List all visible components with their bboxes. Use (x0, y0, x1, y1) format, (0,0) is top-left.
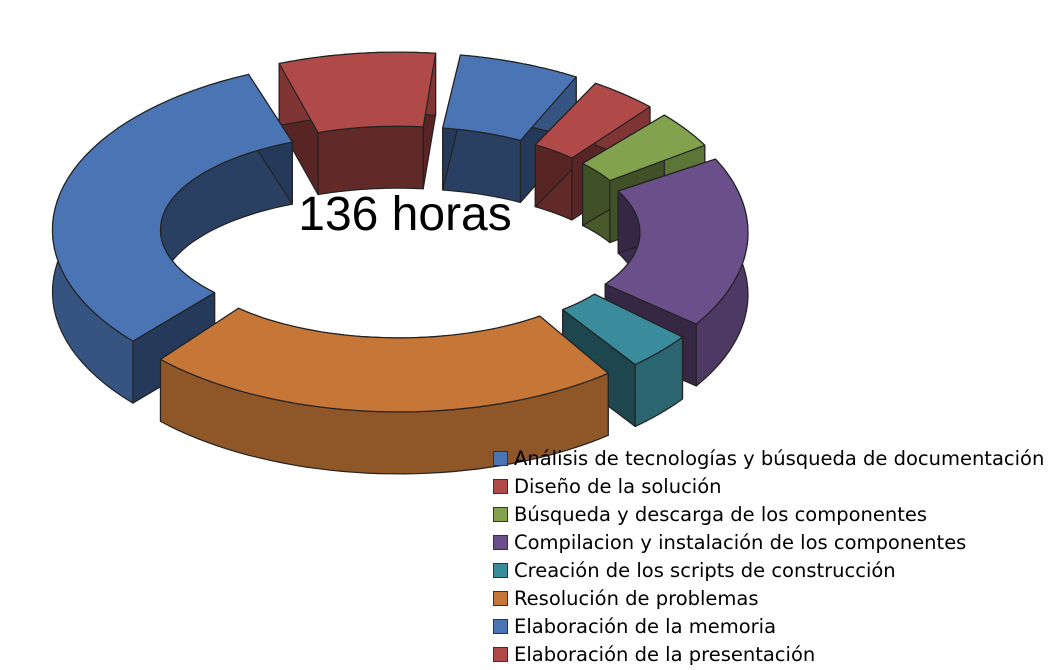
legend-label: Diseño de la solución (514, 474, 722, 498)
legend-item: Compilacion y instalación de los compone… (493, 528, 1044, 556)
legend-item: Diseño de la solución (493, 472, 1044, 500)
slice-top-face (51, 73, 293, 342)
legend-item: Búsqueda y descarga de los componentes (493, 500, 1044, 528)
legend-label: Resolución de problemas (514, 586, 759, 610)
donut-slice (278, 51, 437, 196)
legend-swatch (493, 450, 508, 466)
legend-item: Elaboración de la presentación (493, 640, 1044, 668)
donut-slices (51, 51, 749, 475)
legend-label: Elaboración de la presentación (514, 642, 816, 666)
legend-swatch (493, 506, 508, 522)
slice-top-face (442, 54, 577, 141)
center-total-label: 136 horas (298, 188, 512, 241)
legend-label: Creación de los scripts de construcción (514, 558, 896, 582)
donut-slice (51, 73, 293, 404)
donut-slice (159, 307, 609, 475)
slice-inner-wall (317, 125, 424, 196)
legend-swatch (493, 646, 508, 662)
legend-label: Compilacion y instalación de los compone… (514, 530, 967, 554)
donut-slice (442, 54, 577, 203)
legend-swatch (493, 534, 508, 550)
legend-label: Búsqueda y descarga de los componentes (514, 502, 928, 526)
slice-top-face (534, 82, 651, 159)
legend-swatch (493, 562, 508, 578)
chart-legend: Análisis de tecnologías y búsqueda de do… (493, 444, 1044, 668)
legend-label: Elaboración de la memoria (514, 614, 777, 638)
legend-item: Creación de los scripts de construcción (493, 556, 1044, 584)
legend-item: Resolución de problemas (493, 584, 1044, 612)
legend-item: Elaboración de la memoria (493, 612, 1044, 640)
legend-item: Análisis de tecnologías y búsqueda de do… (493, 444, 1044, 472)
slice-top-face (278, 51, 437, 134)
slice-top-face (159, 307, 609, 413)
legend-swatch (493, 478, 508, 494)
legend-label: Análisis de tecnologías y búsqueda de do… (514, 446, 1045, 470)
legend-swatch (493, 590, 508, 606)
legend-swatch (493, 618, 508, 634)
slice-top-face (604, 158, 749, 325)
slice-top-face (562, 293, 684, 366)
slice-top-face (582, 114, 706, 182)
